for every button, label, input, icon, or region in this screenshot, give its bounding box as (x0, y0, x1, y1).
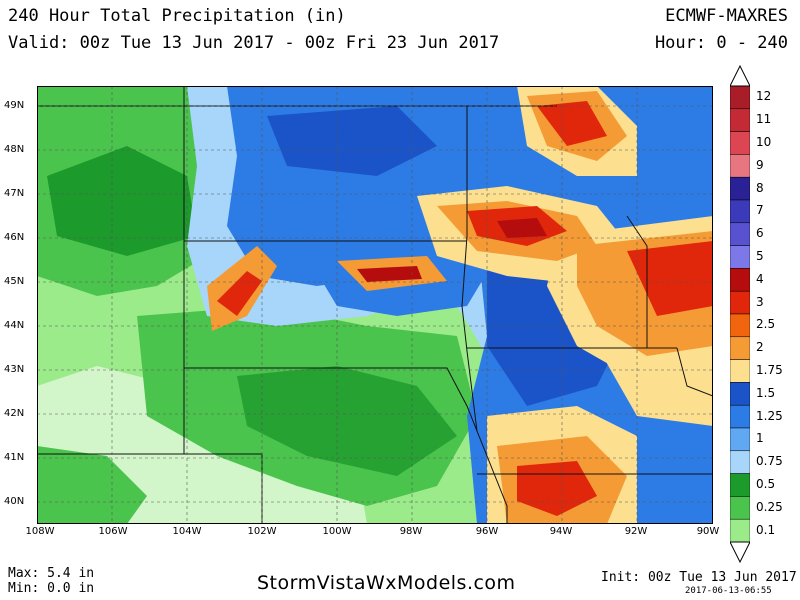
legend-color-box (730, 359, 750, 383)
min-value: Min: 0.0 in (8, 581, 95, 596)
legend-label: 9 (756, 157, 764, 172)
legend-label: 1 (756, 431, 764, 446)
lon-label: 96W (475, 526, 499, 537)
legend-color-box (730, 518, 750, 543)
lon-label: 92W (624, 526, 648, 537)
legend-label: 3 (756, 294, 764, 309)
site-name: StormVistaWxModels.com (257, 572, 516, 594)
lon-label: 104W (172, 526, 202, 537)
legend-color-box (730, 222, 750, 246)
legend-up-arrow-icon (730, 64, 750, 87)
legend-label: 2 (756, 340, 764, 355)
legend-color-box (730, 245, 750, 269)
legend-label: 7 (756, 203, 764, 218)
legend-label: 1.25 (756, 408, 783, 423)
legend-label: 8 (756, 180, 764, 195)
lat-label: 44N (4, 320, 25, 331)
lat-label: 48N (4, 144, 25, 155)
init-time: Init: 00z Tue 13 Jun 2017 (601, 570, 797, 585)
lon-label: 106W (98, 526, 128, 537)
forecast-hours: Hour: 0 - 240 (654, 33, 788, 53)
legend-label: 4 (756, 271, 764, 286)
legend-label: 10 (756, 135, 772, 149)
legend-color-box (730, 176, 750, 201)
legend-color-box (730, 336, 750, 360)
legend-label: 12 (756, 89, 772, 104)
legend-label: 0.75 (756, 454, 783, 469)
legend-color-box (730, 496, 750, 520)
precipitation-legend (730, 64, 750, 564)
legend-color-box (730, 382, 750, 406)
legend-label: 2.5 (756, 317, 776, 332)
legend-label: 6 (756, 226, 764, 241)
lat-label: 45N (4, 276, 25, 287)
precipitation-map (37, 86, 713, 524)
legend-color-box (730, 131, 750, 155)
legend-color-box (730, 427, 750, 452)
lon-label: 94W (549, 526, 573, 537)
lon-label: 100W (322, 526, 352, 537)
lon-label: 102W (247, 526, 277, 537)
legend-color-box (730, 450, 750, 474)
legend-label: 1.5 (756, 385, 776, 400)
lat-label: 42N (4, 408, 25, 419)
lat-label: 46N (4, 232, 25, 243)
lat-label: 43N (4, 364, 25, 375)
legend-label: 0.25 (756, 499, 783, 514)
lon-label: 90W (696, 526, 720, 537)
map-title: 240 Hour Total Precipitation (in) (8, 6, 346, 26)
legend-color-box (730, 85, 750, 110)
max-value: Max: 5.4 in (8, 566, 95, 581)
valid-period: Valid: 00z Tue 13 Jun 2017 - 00z Fri 23 … (8, 33, 500, 53)
legend-color-box (730, 154, 750, 178)
legend-color-box (730, 473, 750, 497)
legend-down-arrow-icon (730, 541, 750, 564)
lat-label: 47N (4, 188, 25, 199)
legend-color-box (730, 268, 750, 292)
legend-label: 1.75 (756, 363, 783, 377)
lat-label: 41N (4, 452, 25, 463)
model-name: ECMWF-MAXRES (665, 6, 788, 26)
lon-label: 108W (25, 526, 55, 537)
generated-time: 2017-06-13-06:55 (685, 586, 772, 596)
legend-label: 0.1 (756, 522, 776, 537)
legend-color-box (730, 290, 750, 315)
legend-color-box (730, 199, 750, 224)
legend-color-box (730, 313, 750, 338)
legend-label: 11 (756, 112, 772, 127)
lat-label: 40N (4, 496, 25, 507)
legend-color-box (730, 108, 750, 132)
legend-label: 5 (756, 249, 764, 263)
legend-label: 0.5 (756, 477, 776, 491)
lat-label: 49N (4, 100, 25, 111)
legend-color-box (730, 404, 750, 429)
lon-label: 98W (399, 526, 423, 537)
